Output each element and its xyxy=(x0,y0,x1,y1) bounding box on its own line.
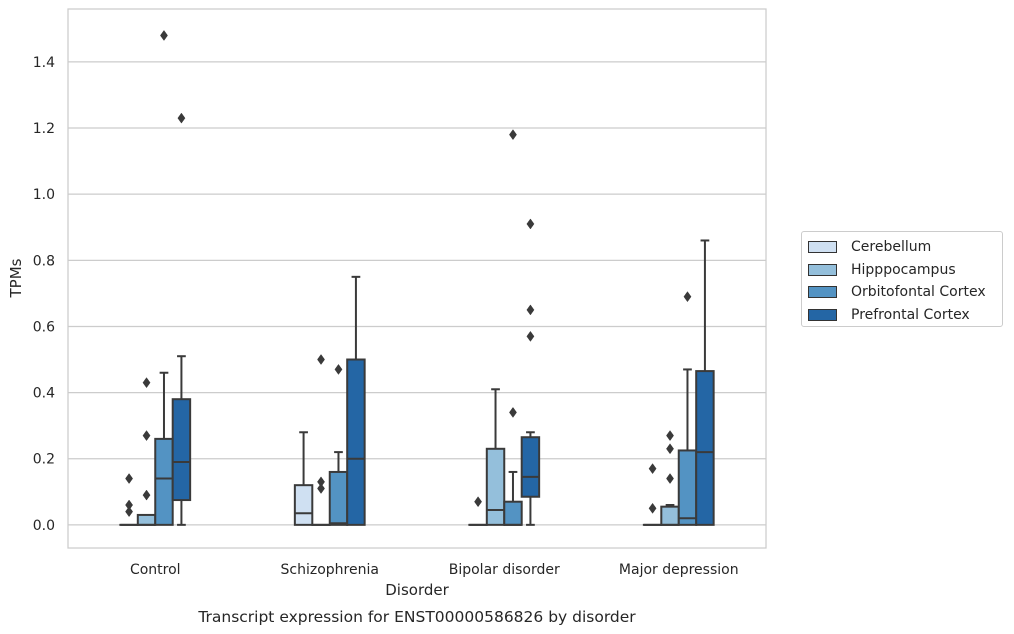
outlier-point xyxy=(474,496,482,508)
outlier-point xyxy=(666,430,674,441)
legend-swatch xyxy=(808,263,837,276)
y-tick-label: 0.8 xyxy=(33,253,55,269)
x-tick-label: Major depression xyxy=(619,562,739,578)
outlier-point xyxy=(509,129,517,141)
y-tick-label: 0.2 xyxy=(33,452,55,468)
outlier-point xyxy=(142,377,151,389)
legend-label: Hipppocampus xyxy=(851,261,956,278)
outlier-point xyxy=(526,304,535,316)
y-tick-label: 0.0 xyxy=(33,518,55,534)
legend-swatch xyxy=(808,309,837,322)
legend-item: Prefrontal Cortex xyxy=(808,304,1002,327)
box-group xyxy=(485,388,506,526)
outlier-point xyxy=(160,30,168,41)
legend-label: Prefrontal Cortex xyxy=(851,307,970,324)
box-group xyxy=(311,354,331,526)
legend-label: Cerebellum xyxy=(851,239,932,256)
box-group xyxy=(468,496,488,526)
outlier-point xyxy=(666,473,674,484)
outlier-point xyxy=(177,112,186,124)
legend-swatch xyxy=(808,241,837,254)
box xyxy=(520,436,541,498)
outlier-point xyxy=(526,330,535,342)
box-group xyxy=(328,364,349,526)
outlier-point xyxy=(317,483,325,494)
y-tick-label: 1.0 xyxy=(33,187,55,203)
box-group xyxy=(642,463,663,526)
legend-label: Orbitofontal Cortex xyxy=(851,284,986,301)
box xyxy=(346,358,366,526)
x-tick-label: Schizophrenia xyxy=(281,562,379,578)
x-tick-labels: Control Schizophrenia Bipolar disorder Majo… xyxy=(130,562,739,578)
outlier-point xyxy=(648,502,657,514)
legend-swatch xyxy=(808,286,837,299)
box xyxy=(677,449,698,526)
plot-area xyxy=(67,8,767,549)
outlier-point xyxy=(666,443,674,455)
outlier-point xyxy=(648,463,657,475)
outlier-point xyxy=(142,489,151,501)
box xyxy=(171,398,192,502)
legend: Cerebellum Hipppocampus Orbitofontal Corte… xyxy=(801,231,1003,327)
y-tick-label: 1.4 xyxy=(33,55,55,71)
box-group xyxy=(346,275,366,526)
x-axis-label: Disorder xyxy=(385,581,449,599)
legend-item: Hipppocampus xyxy=(808,259,1002,282)
box-group xyxy=(520,218,541,526)
outlier-point xyxy=(125,506,133,518)
legend-item: Cerebellum xyxy=(808,236,1002,259)
box-group xyxy=(171,112,192,526)
box xyxy=(485,447,506,526)
outlier-point xyxy=(509,406,517,418)
outlier-point xyxy=(142,430,151,441)
y-tick-label: 1.2 xyxy=(33,121,55,137)
legend-item: Orbitofontal Cortex xyxy=(808,281,1002,304)
box-group xyxy=(154,30,174,526)
x-tick-label: Control xyxy=(130,562,181,578)
outlier-point xyxy=(317,354,325,365)
box xyxy=(154,437,174,526)
chart-caption: Transcript expression for ENST0000058682… xyxy=(197,608,636,626)
y-tick-label: 0.6 xyxy=(33,319,55,335)
box-group xyxy=(136,377,157,526)
box-group xyxy=(695,239,715,526)
box-group xyxy=(119,473,139,526)
y-tick-label: 0.4 xyxy=(33,386,55,402)
box-group xyxy=(660,430,680,526)
y-axis-label: TPMs xyxy=(7,258,25,298)
x-tick-label: Bipolar disorder xyxy=(449,562,560,578)
box-group xyxy=(503,129,523,526)
box-group xyxy=(293,431,314,526)
outlier-point xyxy=(683,291,692,303)
outlier-point xyxy=(125,473,133,484)
outlier-point xyxy=(526,218,535,230)
box xyxy=(293,484,314,526)
box xyxy=(503,500,523,526)
box xyxy=(328,470,349,526)
box xyxy=(136,513,157,526)
boxes xyxy=(119,30,715,526)
box xyxy=(660,505,680,526)
box xyxy=(695,370,715,526)
outlier-point xyxy=(334,364,343,375)
y-tick-labels: 0.0 0.2 0.4 0.6 0.8 1.0 1.2 1.4 xyxy=(33,55,55,534)
